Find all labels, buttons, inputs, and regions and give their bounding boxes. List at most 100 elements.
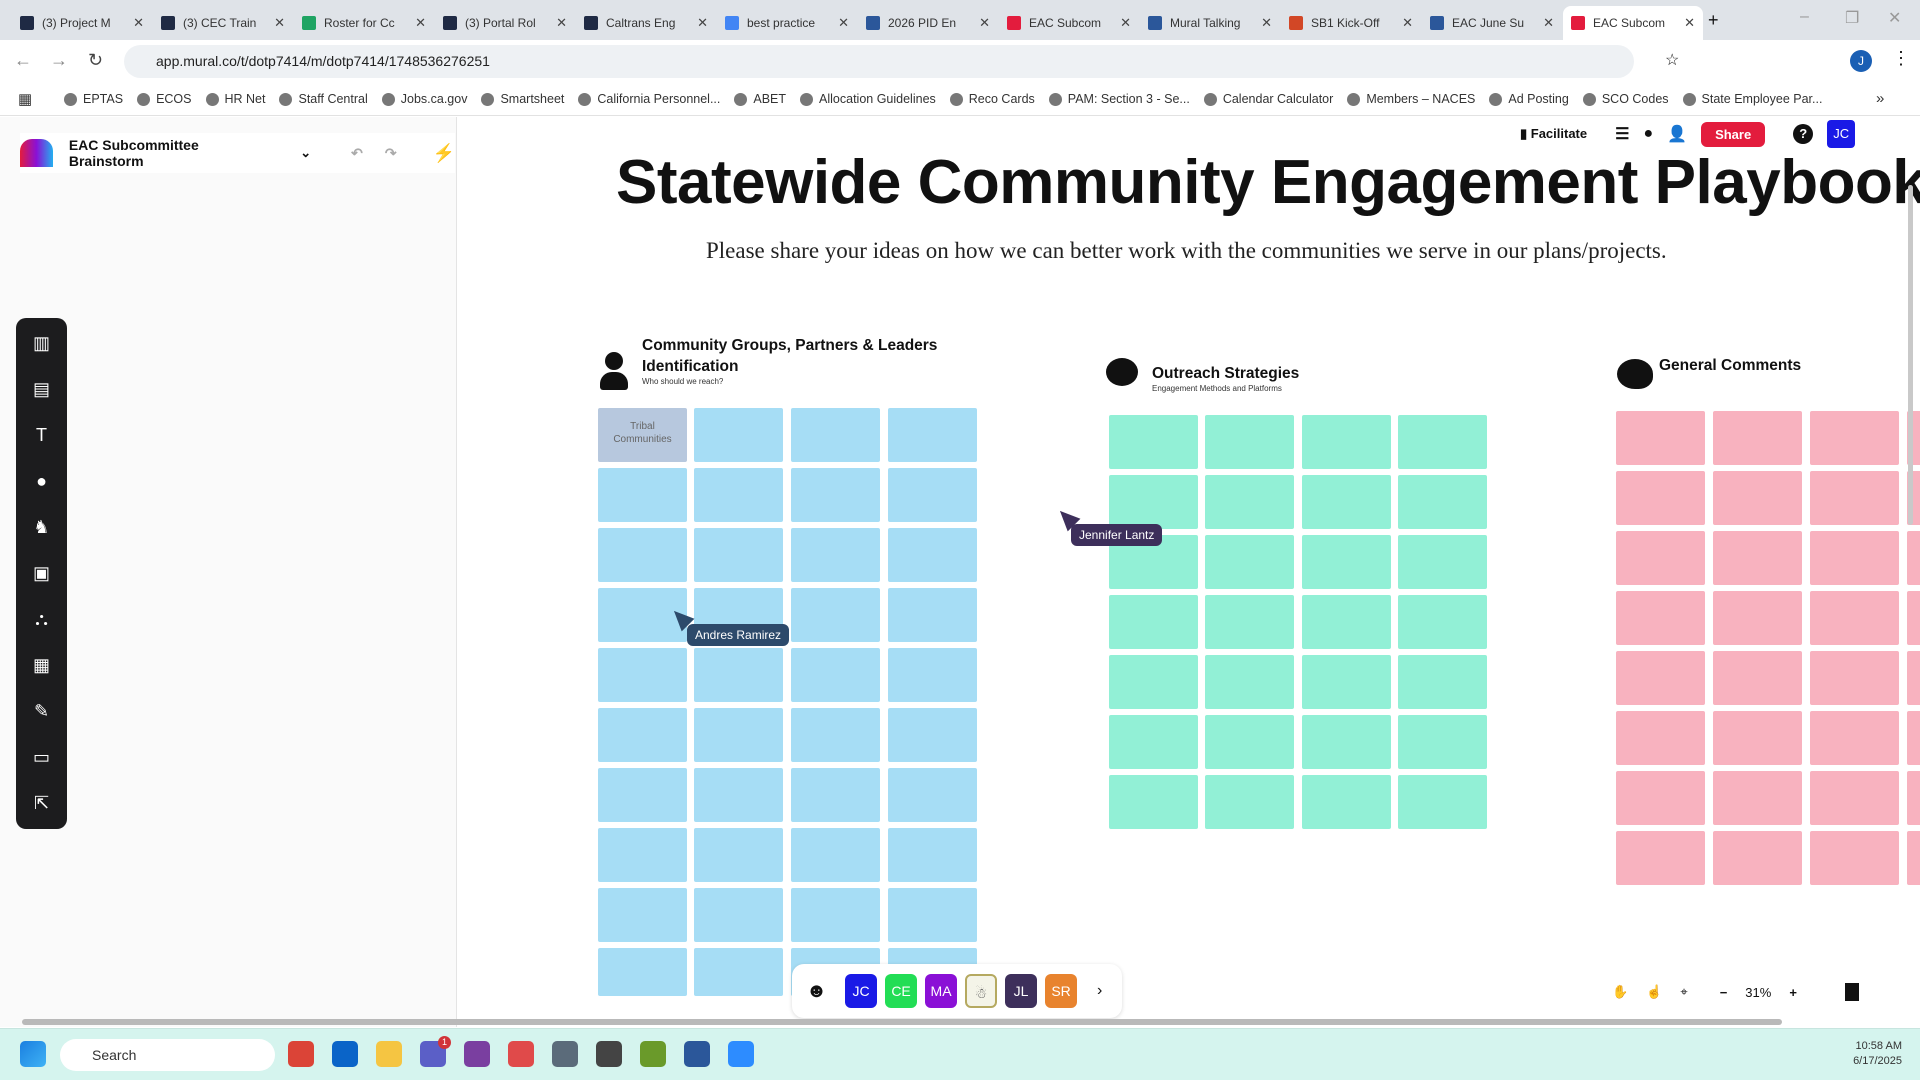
sticky-note[interactable] bbox=[1713, 471, 1802, 525]
bookmark-item[interactable]: Members – NACES bbox=[1347, 92, 1475, 106]
close-tab-icon[interactable]: ✕ bbox=[1402, 15, 1413, 30]
sticky-note[interactable] bbox=[1205, 535, 1294, 589]
close-tab-icon[interactable]: ✕ bbox=[1120, 15, 1131, 30]
archive-icon[interactable]: ▭ bbox=[32, 747, 50, 767]
sticky-note[interactable] bbox=[888, 708, 977, 762]
sticky-note[interactable] bbox=[1205, 775, 1294, 829]
text-icon[interactable]: T bbox=[36, 425, 47, 445]
sticky-note[interactable] bbox=[1398, 715, 1487, 769]
collaborator-avatar[interactable]: SR bbox=[1045, 974, 1078, 1008]
sticky-note[interactable] bbox=[694, 408, 783, 462]
shapes-icon[interactable]: ● bbox=[36, 471, 47, 491]
sticky-note[interactable] bbox=[694, 828, 783, 882]
browser-tab[interactable]: SB1 Kick-Off ✕ bbox=[1281, 6, 1421, 40]
sticky-note[interactable] bbox=[1616, 771, 1705, 825]
sticky-note-icon[interactable]: ▤ bbox=[32, 379, 50, 399]
sticky-note[interactable] bbox=[598, 708, 687, 762]
back-icon[interactable]: ← bbox=[14, 50, 32, 70]
people-icon[interactable]: 👤 bbox=[1667, 126, 1688, 143]
outline-icon[interactable]: ☰ bbox=[1615, 126, 1630, 143]
sticky-note[interactable] bbox=[1810, 471, 1899, 525]
export-icon[interactable]: ⇱ bbox=[33, 793, 50, 813]
sticky-note[interactable] bbox=[1398, 535, 1487, 589]
reload-icon[interactable]: ↻ bbox=[88, 50, 104, 70]
sticky-note[interactable] bbox=[1398, 595, 1487, 649]
sticky-note[interactable] bbox=[1713, 531, 1802, 585]
collaborator-avatar[interactable]: MA bbox=[925, 974, 958, 1008]
sticky-note[interactable] bbox=[598, 768, 687, 822]
llama-icon[interactable]: ♞ bbox=[33, 517, 50, 537]
close-tab-icon[interactable]: ✕ bbox=[556, 15, 567, 30]
sticky-note[interactable] bbox=[1810, 531, 1899, 585]
sticky-note[interactable] bbox=[1810, 591, 1899, 645]
collaborator-avatar[interactable]: JL bbox=[1005, 974, 1038, 1008]
sticky-note[interactable] bbox=[1205, 715, 1294, 769]
sticky-note[interactable] bbox=[888, 528, 977, 582]
sticky-note[interactable] bbox=[1302, 415, 1391, 469]
browser-tab[interactable]: EAC June Su ✕ bbox=[1422, 6, 1562, 40]
sticky-note[interactable] bbox=[1713, 651, 1802, 705]
table-icon[interactable]: ▦ bbox=[32, 655, 50, 675]
sticky-note[interactable] bbox=[1907, 711, 1920, 765]
collaborator-avatar[interactable]: JC bbox=[845, 974, 878, 1008]
undo-icon[interactable]: ↶ bbox=[351, 144, 363, 161]
hand-icon[interactable]: ✋ bbox=[1612, 984, 1629, 999]
bookmark-star-icon[interactable]: ☆ bbox=[1665, 52, 1680, 69]
map-icon[interactable]: ⌖ bbox=[1680, 984, 1688, 999]
browser-tab[interactable]: Mural Talking ✕ bbox=[1140, 6, 1280, 40]
sticky-note[interactable] bbox=[1713, 771, 1802, 825]
sticky-note[interactable] bbox=[1205, 475, 1294, 529]
sticky-note[interactable] bbox=[1810, 771, 1899, 825]
sticky-note[interactable] bbox=[791, 528, 880, 582]
app-icon[interactable] bbox=[596, 1041, 622, 1067]
bookmark-item[interactable]: Smartsheet bbox=[481, 92, 564, 106]
file-explorer-icon[interactable] bbox=[376, 1041, 402, 1067]
zoom-icon[interactable] bbox=[728, 1041, 754, 1067]
board-name[interactable]: EAC Subcommittee Brainstorm bbox=[68, 137, 199, 169]
frameworks-icon[interactable]: ▥ bbox=[32, 333, 50, 353]
sticky-note[interactable] bbox=[1616, 591, 1705, 645]
close-tab-icon[interactable]: ✕ bbox=[1684, 15, 1695, 30]
bookmark-item[interactable]: Staff Central bbox=[279, 92, 368, 106]
browser-tab[interactable]: best practice ✕ bbox=[717, 6, 857, 40]
start-icon[interactable] bbox=[20, 1041, 46, 1067]
sticky-note[interactable] bbox=[791, 468, 880, 522]
zoom-in-button[interactable]: + bbox=[1789, 984, 1797, 1000]
bookmark-item[interactable]: Allocation Guidelines bbox=[800, 92, 936, 106]
sticky-note[interactable] bbox=[1398, 415, 1487, 469]
sticky-note[interactable] bbox=[1907, 771, 1920, 825]
app-icon[interactable] bbox=[640, 1041, 666, 1067]
bookmark-item[interactable]: EPTAS bbox=[64, 92, 123, 106]
user-avatar[interactable]: JC bbox=[1827, 120, 1856, 148]
restore-icon[interactable]: ❐ bbox=[1845, 10, 1860, 27]
facilitate-button[interactable]: ▮ Facilitate bbox=[1520, 126, 1587, 142]
profile-avatar[interactable]: J bbox=[1850, 50, 1872, 72]
browser-tab[interactable]: Caltrans Eng ✕ bbox=[576, 6, 716, 40]
close-window-icon[interactable]: ✕ bbox=[1888, 10, 1902, 27]
outlook-icon[interactable] bbox=[332, 1041, 358, 1067]
sticky-note[interactable] bbox=[1205, 655, 1294, 709]
forward-icon[interactable]: → bbox=[50, 50, 68, 70]
sticky-note[interactable] bbox=[1302, 595, 1391, 649]
chevron-right-icon[interactable]: › bbox=[1097, 982, 1103, 999]
sticky-note[interactable] bbox=[1810, 411, 1899, 465]
horizontal-scrollbar[interactable] bbox=[22, 1019, 1782, 1025]
chat-icon[interactable]: ● bbox=[1643, 125, 1654, 142]
sticky-note[interactable] bbox=[598, 828, 687, 882]
taskbar-search[interactable]: Search bbox=[60, 1039, 275, 1071]
redo-icon[interactable]: ↷ bbox=[384, 144, 397, 161]
sticky-note[interactable] bbox=[1109, 595, 1198, 649]
lightning-icon[interactable]: ⚡ bbox=[432, 142, 455, 163]
sticky-note[interactable] bbox=[694, 768, 783, 822]
sticky-note[interactable] bbox=[791, 648, 880, 702]
browser-tab[interactable]: EAC Subcom ✕ bbox=[1563, 6, 1703, 40]
sticky-note[interactable] bbox=[1713, 711, 1802, 765]
sticky-note[interactable] bbox=[1109, 775, 1198, 829]
bookmark-item[interactable]: SCO Codes bbox=[1582, 92, 1669, 106]
diagram-icon[interactable]: ⛬ bbox=[35, 609, 48, 629]
url-input[interactable]: app.mural.co/t/dotp7414/m/dotp7414/17485… bbox=[124, 45, 1634, 78]
sticky-note[interactable] bbox=[1302, 475, 1391, 529]
reaction-smiley-icon[interactable]: ☻ bbox=[806, 979, 828, 1002]
sticky-note[interactable] bbox=[694, 888, 783, 942]
sticky-note[interactable] bbox=[694, 648, 783, 702]
